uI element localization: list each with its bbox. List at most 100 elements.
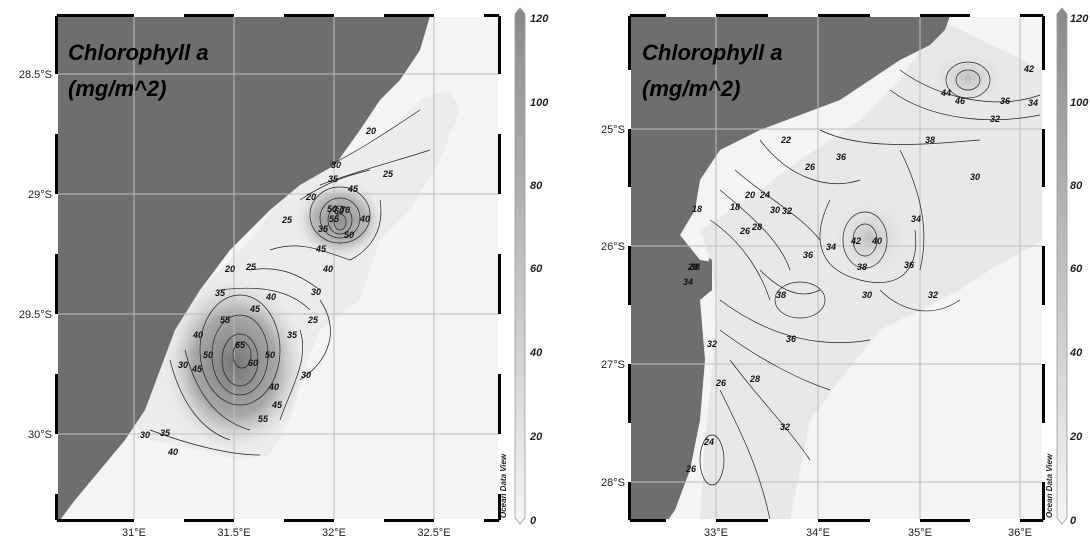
contour-label: 40 [871, 236, 882, 246]
contour-label: 30 [862, 290, 872, 300]
right-map: 42 44 46 36 34 32 38 30 22 26 36 20 24 1… [601, 14, 1045, 539]
contour-label: 50 [265, 350, 275, 360]
left-lon-label: 32.5°E [417, 527, 450, 539]
contour-label: 46 [954, 96, 966, 106]
left-colorbar-label: 100 [530, 97, 549, 109]
left-colorbar-label: 0 [530, 515, 537, 527]
contour-label: 38 [857, 262, 867, 272]
contour-label: 30 [301, 370, 311, 380]
contour-label: 55 [329, 214, 340, 224]
left-lat-label: 29°S [28, 189, 52, 201]
left-watermark: Ocean Data View [499, 453, 508, 518]
right-lat-label: 28°S [601, 477, 625, 489]
right-map-title-line1: Chlorophyll a [642, 40, 783, 65]
contour-label: 40 [167, 447, 178, 457]
left-lon-label: 31°E [122, 527, 146, 539]
contour-label: 35 [215, 288, 226, 298]
left-high-blob-north [295, 180, 385, 260]
right-lat-label: 26°S [601, 241, 625, 253]
left-lat-label: 29.5°S [19, 309, 52, 321]
contour-label: 22 [780, 135, 791, 145]
contour-label: 65 [235, 340, 246, 350]
left-lon-label: 31.5°E [217, 527, 250, 539]
contour-label: 34 [683, 277, 693, 287]
contour-label: 55 [220, 315, 231, 325]
contour-label: 32 [990, 114, 1000, 124]
contour-label: 25 [281, 215, 293, 225]
contour-label: 35 [318, 224, 329, 234]
contour-label: 40 [322, 264, 333, 274]
contour-label: 70 [340, 205, 350, 215]
contour-label: 42 [1023, 64, 1034, 74]
contour-label: 18 [692, 204, 702, 214]
contour-label: 25 [307, 315, 319, 325]
right-lat-label: 25°S [601, 124, 625, 136]
contour-label: 18 [730, 202, 740, 212]
right-island [707, 258, 712, 276]
contour-label: 28 [749, 374, 760, 384]
contour-label: 30 [770, 205, 780, 215]
right-frame-ticks [628, 14, 1045, 522]
contour-label: 20 [305, 192, 316, 202]
contour-label: 30 [178, 360, 188, 370]
contour-label: 36 [803, 250, 814, 260]
contour-label: 34 [1028, 98, 1038, 108]
contour-label: 45 [271, 400, 283, 410]
right-contour-labels: 42 44 46 36 34 32 38 30 22 26 36 20 24 1… [683, 64, 1038, 474]
contour-label: 30 [140, 430, 150, 440]
contour-label: 50 [327, 204, 337, 214]
left-colorbar-label: 40 [529, 347, 543, 359]
left-colorbar-body [514, 7, 526, 525]
right-lon-label: 33°E [704, 527, 728, 539]
contour-label: 32 [782, 206, 792, 216]
contour-label: 32 [707, 339, 717, 349]
contour-label: 36 [786, 334, 797, 344]
contour-label: 25 [382, 169, 394, 179]
right-colorbar-label: 100 [1070, 97, 1089, 109]
contour-label: 45 [249, 304, 261, 314]
contour-label: 40 [268, 382, 279, 392]
right-lat-label: 27°S [601, 359, 625, 371]
right-colorbar-label: 0 [1070, 515, 1077, 527]
right-map-title-line2: (mg/m^2) [642, 76, 740, 101]
left-colorbar-label: 120 [530, 13, 549, 25]
contour-label: 34 [911, 214, 921, 224]
contour-label: 44 [940, 88, 951, 98]
right-land [630, 16, 950, 520]
contour-label: 26 [715, 378, 727, 388]
contour-label: 38 [925, 135, 935, 145]
contour-label: 35 [287, 330, 298, 340]
left-contours [149, 109, 431, 456]
contour-label: 32 [928, 290, 938, 300]
left-map-title-line2: (mg/m^2) [68, 76, 166, 101]
contour-label: 26 [804, 162, 816, 172]
contour-label: 35 [160, 428, 171, 438]
left-map: 20 25 30 35 45 20 25 35 40 50 55 60 70 5… [19, 14, 501, 539]
contour-label: 38 [776, 290, 786, 300]
left-contour-labels: 20 25 30 35 45 20 25 35 40 50 55 60 70 5… [140, 126, 394, 457]
contour-label: 20 [365, 126, 376, 136]
left-high-blob-south [165, 280, 305, 450]
contour-label: 35 [328, 174, 339, 184]
right-high-blob-2 [830, 198, 910, 278]
left-colorbar-label: 20 [529, 431, 543, 443]
right-colorbar-label: 40 [1069, 347, 1083, 359]
contour-label: 26 [685, 464, 697, 474]
contour-label: 50 [344, 230, 354, 240]
left-colorbar-label: 80 [530, 180, 543, 192]
contour-label: 36 [1000, 96, 1011, 106]
contour-label: 26 [739, 226, 751, 236]
contour-label: 20 [744, 190, 755, 200]
contour-label: 55 [258, 414, 269, 424]
contour-label: 24 [703, 437, 714, 447]
contour-label: 40 [192, 330, 203, 340]
contour-label: 50 [203, 350, 213, 360]
right-lon-label: 34°E [806, 527, 830, 539]
right-colorbar-label: 80 [1070, 180, 1083, 192]
contour-label: 38 [690, 262, 700, 272]
contour-label: 34 [826, 242, 836, 252]
contour-label: 30 [970, 172, 980, 182]
contour-label: 30 [331, 160, 341, 170]
left-lat-label: 28.5°S [19, 69, 52, 81]
